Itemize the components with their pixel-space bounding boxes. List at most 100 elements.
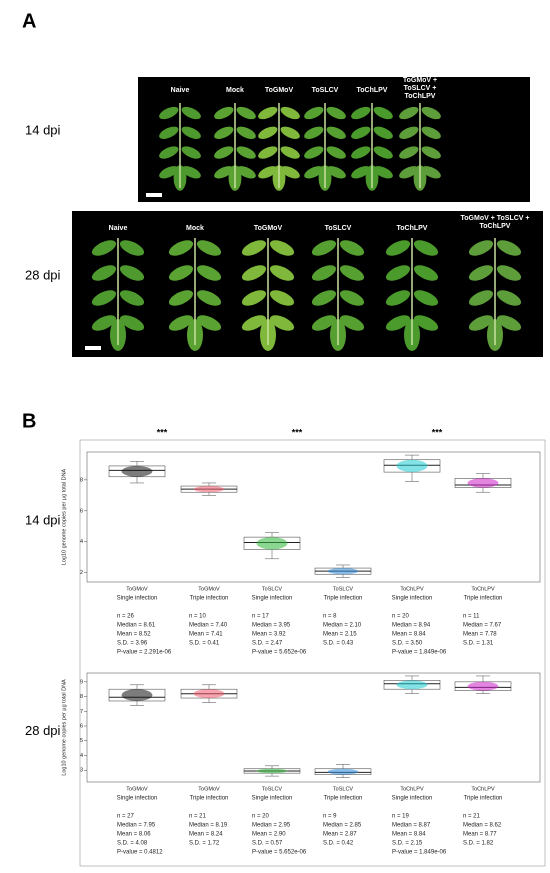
plot-frame <box>86 672 541 783</box>
infection-label: Single infection <box>117 596 158 602</box>
leaflet <box>399 166 419 179</box>
stat-line: S.D. = 3.96 <box>117 641 148 647</box>
stat-line: S.D. = 0.41 <box>189 641 220 647</box>
leaflet <box>181 126 201 139</box>
leaflet <box>280 126 300 139</box>
leaflet <box>168 315 194 331</box>
leaflet <box>326 146 346 159</box>
row-label: 28 dpi <box>25 723 61 738</box>
infection-label: Triple infection <box>190 596 229 602</box>
stat-line: S.D. = 1.31 <box>463 641 494 647</box>
stat-line: P-value = 2.291e-06 <box>117 650 172 656</box>
leaflet <box>196 240 222 256</box>
stat-line: S.D. = 0.43 <box>323 641 354 647</box>
leaflet <box>181 166 201 179</box>
leaflet <box>421 146 441 159</box>
leaflet <box>280 146 300 159</box>
leaflet <box>119 290 145 306</box>
y-tick-label: 2 <box>80 570 83 576</box>
leaflet <box>236 166 256 179</box>
category-label: ToSLCV <box>333 586 354 592</box>
treatment-label: Naive <box>109 225 128 232</box>
leaflet <box>468 315 494 331</box>
leaflet <box>339 265 365 281</box>
leaflet <box>119 265 145 281</box>
y-axis-label: Log10 genome copies per µg total DNA <box>61 679 67 776</box>
leaflet <box>258 166 278 179</box>
leaflet <box>373 166 393 179</box>
stat-line: Median = 8.87 <box>392 823 431 829</box>
infection-label: Triple infection <box>464 796 503 802</box>
leaflet <box>214 146 234 159</box>
treatment-label: ToSLCV <box>312 87 339 94</box>
category-label: ToGMoV <box>126 586 148 592</box>
stat-line: P-value = 5.652e-06 <box>252 850 307 856</box>
leaflet <box>326 166 346 179</box>
leaflet <box>496 290 522 306</box>
stat-line: Mean = 8.84 <box>392 832 426 838</box>
row-label: 14 dpi <box>25 512 61 527</box>
leaflet <box>269 290 295 306</box>
leaflet <box>351 166 371 179</box>
photo-14dpi <box>138 77 530 202</box>
leaflet <box>159 146 179 159</box>
leaflet <box>311 315 337 331</box>
leaflet <box>421 126 441 139</box>
stat-line: n = 11 <box>463 614 480 620</box>
leaflet <box>241 290 267 306</box>
leaflet <box>311 290 337 306</box>
stat-line: Mean = 8.77 <box>463 832 497 838</box>
leaflet <box>181 146 201 159</box>
leaflet <box>159 106 179 120</box>
treatment-label: ToChLPV <box>397 225 428 232</box>
stat-line: S.D. = 0.42 <box>323 841 354 847</box>
scale-bar <box>146 193 162 197</box>
significance: *** <box>157 427 168 437</box>
stat-line: Mean = 2.15 <box>323 632 357 638</box>
leaflet <box>373 126 393 139</box>
stat-line: n = 10 <box>189 614 207 620</box>
treatment-label: Naive <box>171 87 190 94</box>
stat-line: Median = 2.85 <box>323 823 362 829</box>
stat-line: Median = 7.67 <box>463 623 502 629</box>
leaflet <box>385 290 411 306</box>
stat-line: S.D. = 1.72 <box>189 841 220 847</box>
stat-line: S.D. = 4.08 <box>117 841 148 847</box>
leaflet <box>413 240 439 256</box>
points-cloud <box>467 478 499 488</box>
leaflet <box>269 265 295 281</box>
stat-line: S.D. = 0.57 <box>252 841 283 847</box>
treatment-label: ToChLPV <box>357 87 388 94</box>
leaflet <box>181 106 201 120</box>
leaflet <box>196 315 222 331</box>
infection-label: Triple infection <box>324 596 363 602</box>
stat-line: Mean = 8.24 <box>189 832 223 838</box>
stat-line: Median = 8.19 <box>189 823 228 829</box>
row-label: 28 dpi <box>25 267 61 282</box>
stat-line: n = 27 <box>117 814 135 820</box>
leaflet <box>196 290 222 306</box>
stat-line: Mean = 7.41 <box>189 632 223 638</box>
leaflet <box>269 240 295 256</box>
treatment-label: Mock <box>226 87 244 94</box>
leaflet <box>168 240 194 256</box>
leaflet <box>326 126 346 139</box>
y-tick-label: 9 <box>80 679 83 685</box>
stat-line: Median = 7.40 <box>189 623 228 629</box>
infection-label: Single infection <box>117 796 158 802</box>
leaflet <box>91 240 117 256</box>
leaflet <box>496 240 522 256</box>
stat-line: n = 8 <box>323 614 337 620</box>
points-cloud <box>193 689 225 699</box>
points-cloud <box>121 465 153 477</box>
y-tick-label: 8 <box>80 694 83 700</box>
panel-label: B <box>22 410 36 432</box>
plot-frame <box>86 451 541 583</box>
points-cloud <box>396 680 428 690</box>
stat-line: Mean = 8.84 <box>392 632 426 638</box>
stat-line: Mean = 2.90 <box>252 832 286 838</box>
category-label: ToGMoV <box>198 786 220 792</box>
points-cloud <box>193 486 225 493</box>
leaflet <box>326 106 346 120</box>
